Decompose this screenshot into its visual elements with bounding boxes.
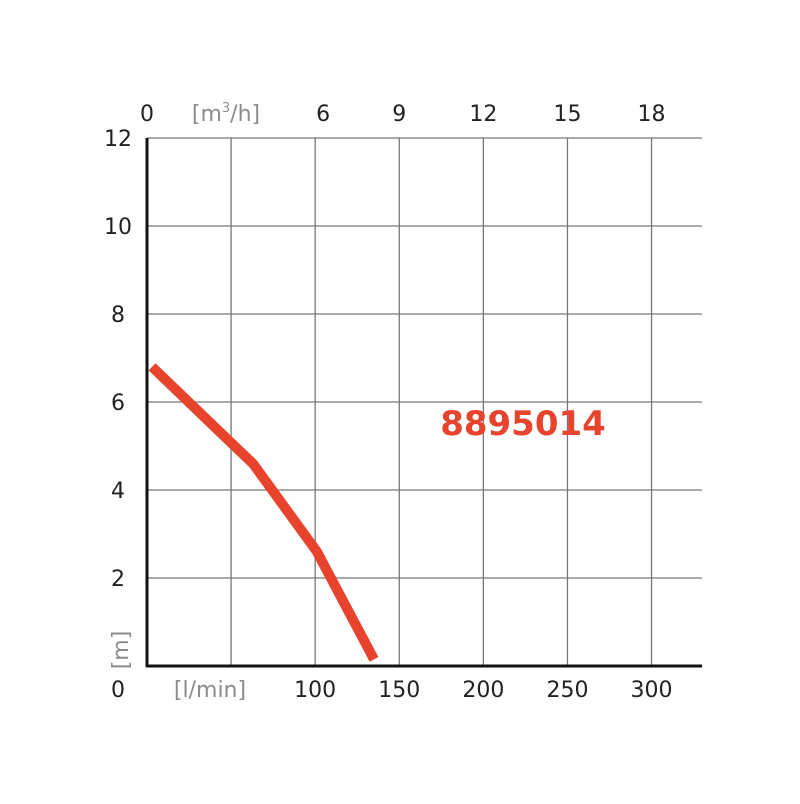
top-tick-label: 12 <box>469 102 497 127</box>
x-tick-label: 250 <box>546 678 588 703</box>
tick-labels: 0 0 100 6 150 9 200 12 250 15 300 18 2 4 6 8 10 12 <box>104 102 673 703</box>
top-tick-label: 15 <box>553 102 581 127</box>
x-tick-label: 300 <box>631 678 673 703</box>
y-tick-label: 10 <box>104 215 132 240</box>
model-number-annotation: 8895014 <box>440 404 606 444</box>
top-tick-label: 0 <box>140 102 154 127</box>
y-tick-label: 8 <box>111 303 125 328</box>
x-tick-label: 100 <box>294 678 336 703</box>
x-tick-label: 200 <box>462 678 504 703</box>
y-axis-unit-label: [m] <box>109 631 134 670</box>
top-axis-unit-label: [m3/h] <box>192 101 260 127</box>
top-tick-label: 18 <box>638 102 666 127</box>
x-tick-label: 150 <box>378 678 420 703</box>
y-tick-label: 4 <box>111 479 125 504</box>
top-tick-label: 6 <box>316 102 330 127</box>
grid <box>145 137 702 668</box>
x-tick-label: 0 <box>111 678 125 703</box>
y-tick-label: 12 <box>104 127 132 152</box>
y-tick-label: 2 <box>111 567 125 592</box>
performance-curve <box>148 363 379 662</box>
y-tick-label: 6 <box>111 391 125 416</box>
top-tick-label: 9 <box>392 102 406 127</box>
x-axis-unit-label: [l/min] <box>174 678 246 703</box>
